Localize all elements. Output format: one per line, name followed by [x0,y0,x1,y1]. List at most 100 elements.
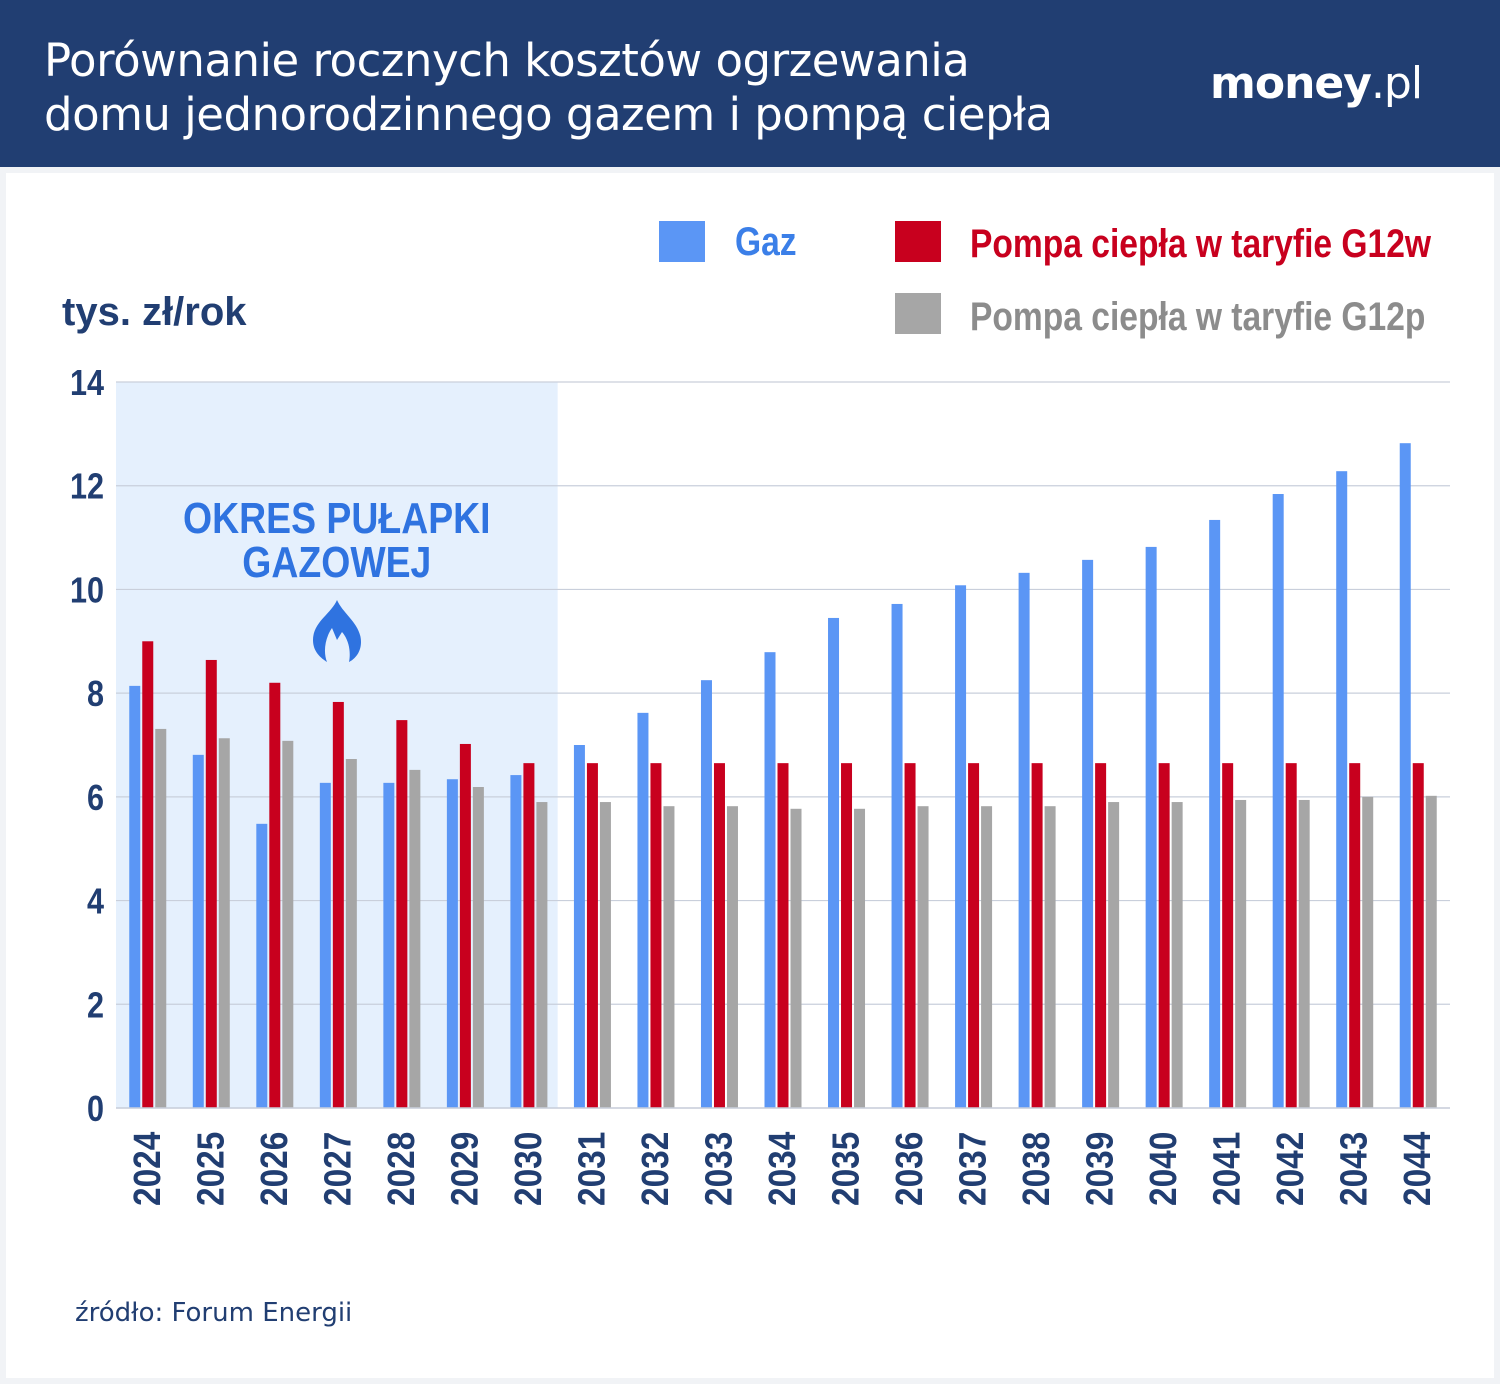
bar-gaz-2036 [891,603,903,1108]
bar-g12w-2035 [841,763,853,1108]
bar-gaz-2024 [129,685,141,1108]
bar-gaz-2028 [383,782,395,1108]
bar-g12w-2032 [650,763,662,1108]
x-tick-label: 2031 [570,1132,612,1206]
x-tick-label: 2037 [952,1132,994,1206]
bar-g12p-2037 [981,806,993,1108]
x-tick-label: 2029 [443,1132,485,1206]
title-line-1: Porównanie rocznych kosztów ogrzewania [44,34,970,87]
bar-gaz-2040 [1145,546,1157,1108]
legend-swatch [659,221,705,262]
y-tick-label: 14 [70,364,104,404]
x-tick-label: 2024 [126,1132,168,1206]
bar-g12p-2032 [663,806,675,1108]
bar-gaz-2027 [319,782,331,1108]
legend-swatch [895,221,941,262]
bar-g12p-2035 [854,808,866,1108]
bar-g12w-2028 [396,720,408,1108]
bar-g12p-2042 [1298,799,1310,1108]
bar-gaz-2035 [828,617,840,1108]
bar-gaz-2042 [1272,494,1284,1108]
bar-g12w-2034 [777,763,789,1108]
x-tick-label: 2036 [888,1132,930,1206]
title-line-2: domu jednorodzinnego gazem i pompą ciepł… [44,88,1053,141]
bar-g12w-2038 [1031,763,1043,1108]
x-tick-label: 2033 [698,1132,740,1206]
bar-gaz-2041 [1209,519,1221,1108]
bar-gaz-2033 [700,680,712,1108]
x-tick-label: 2042 [1269,1132,1311,1206]
bar-g12p-2038 [1044,806,1056,1108]
bar-g12w-2036 [904,763,916,1108]
y-tick-label: 2 [87,986,104,1026]
bar-g12w-2031 [586,763,598,1108]
page-title: Porównanie rocznych kosztów ogrzewania d… [44,34,1053,142]
bar-gaz-2037 [955,585,967,1108]
bar-g12p-2026 [282,740,294,1108]
bar-g12w-2043 [1349,763,1361,1108]
x-tick-label: 2025 [189,1132,231,1206]
y-tick-label: 10 [70,571,104,611]
x-tick-label: 2032 [634,1132,676,1206]
bar-gaz-2026 [256,823,268,1108]
money-pl-logo: money.pl [1210,58,1423,109]
bar-g12w-2040 [1158,763,1170,1108]
y-tick-label: 12 [70,467,104,507]
x-tick-label: 2028 [380,1132,422,1206]
x-tick-label: 2043 [1333,1132,1375,1206]
bar-gaz-2044 [1399,443,1411,1109]
bar-gaz-2030 [510,775,522,1108]
bar-gaz-2032 [637,712,649,1108]
bar-g12w-2037 [968,763,980,1108]
bar-g12w-2033 [713,763,725,1108]
bar-g12p-2034 [790,808,802,1108]
bar-g12p-2027 [345,759,357,1108]
bar-gaz-2031 [573,745,585,1108]
x-tick-label: 2026 [253,1132,295,1206]
bar-g12p-2041 [1235,799,1247,1108]
bar-gaz-2025 [192,754,204,1108]
bar-g12w-2041 [1222,763,1234,1108]
y-tick-label: 6 [87,779,104,819]
bar-g12p-2044 [1425,795,1437,1108]
bar-g12p-2043 [1362,796,1374,1108]
x-tick-label: 2044 [1396,1132,1438,1206]
annotation-text-line1: OKRES PUŁAPKI [183,493,491,543]
y-tick-label: 0 [87,1090,104,1130]
bar-g12p-2040 [1171,802,1183,1108]
x-tick-label: 2030 [507,1132,549,1206]
bar-g12w-2044 [1412,763,1424,1108]
bar-g12p-2036 [917,806,929,1108]
legend-swatch [895,293,941,334]
x-tick-label: 2035 [825,1132,867,1206]
y-axis-label: tys. zł/rok [62,290,247,334]
bar-g12w-2042 [1285,763,1297,1108]
bar-gaz-2043 [1336,471,1348,1108]
bar-g12p-2031 [599,802,611,1108]
bar-gaz-2029 [446,779,458,1108]
y-tick-label: 4 [87,882,104,922]
legend-label: Pompa ciepła w taryfie G12w [970,221,1431,265]
bar-g12p-2025 [218,738,230,1108]
bar-g12p-2024 [155,728,167,1108]
bar-g12w-2027 [332,701,344,1108]
source-note: źródło: Forum Energii [75,1298,353,1328]
bar-g12w-2039 [1095,763,1107,1108]
bar-g12p-2029 [472,787,484,1108]
bar-g12w-2025 [205,659,217,1108]
bar-gaz-2034 [764,652,776,1108]
flame-icon [313,600,361,662]
x-tick-label: 2038 [1015,1132,1057,1206]
bar-g12p-2028 [409,769,421,1108]
y-tick-label: 8 [87,675,104,715]
bar-g12w-2026 [269,682,281,1108]
bar-gaz-2039 [1082,559,1094,1108]
bar-g12p-2033 [726,806,738,1108]
x-tick-label: 2027 [316,1132,358,1206]
bar-g12p-2030 [536,802,548,1108]
legend-label: Gaz [735,219,797,263]
x-tick-label: 2039 [1079,1132,1121,1206]
bar-g12w-2030 [523,763,535,1108]
annotation-text-line2: GAZOWEJ [242,537,431,587]
